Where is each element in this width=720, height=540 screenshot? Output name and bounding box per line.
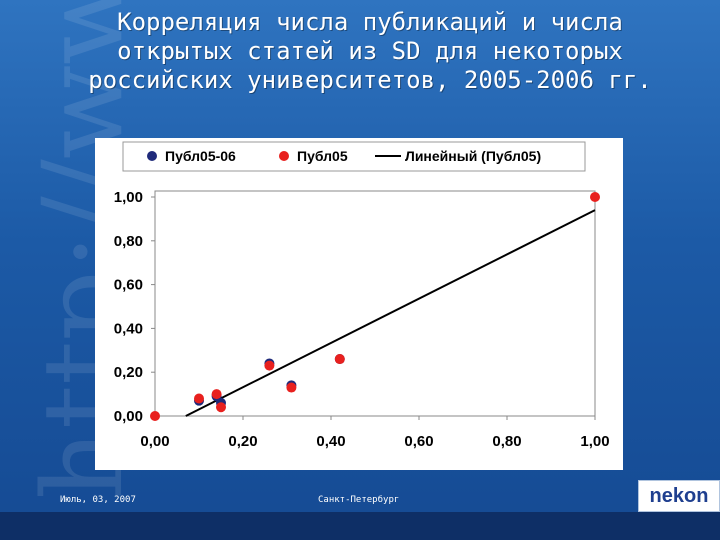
y-tick-label: 1,00 bbox=[114, 189, 143, 206]
y-tick-label: 0,40 bbox=[114, 320, 143, 337]
legend-label-series-2: Публ05 bbox=[297, 148, 348, 164]
legend-label-series-1: Публ05-06 bbox=[165, 148, 236, 164]
slide-title: Корреляция числа публикаций и числа откр… bbox=[88, 8, 652, 94]
trendline bbox=[185, 209, 596, 417]
x-tick-label: 0,40 bbox=[316, 433, 345, 450]
x-tick-label: 0,80 bbox=[492, 433, 521, 450]
data-point-series-2 bbox=[150, 411, 160, 421]
x-tick-label: 1,00 bbox=[580, 433, 609, 450]
chart-axes: 0,00 0,20 0,40 0,60 0,80 1,00 0,00 0,20 0,40 0,60… bbox=[114, 189, 610, 450]
data-point-series-2 bbox=[211, 389, 222, 400]
plot-frame bbox=[154, 190, 596, 417]
footer-date: Июль, 03, 2007 bbox=[60, 495, 136, 505]
plot-area bbox=[150, 192, 600, 421]
y-tick-label: 0,80 bbox=[114, 233, 143, 250]
scatter-chart: Публ05-06 Публ05 Линейный (Публ05) 0,00 0,2… bbox=[114, 141, 610, 450]
footer-place: Санкт-Петербург bbox=[318, 495, 400, 505]
data-point-series-2 bbox=[590, 192, 600, 202]
data-point-series-2 bbox=[334, 354, 345, 365]
x-tick-label: 0,20 bbox=[228, 433, 257, 450]
legend-marker-series-1 bbox=[147, 151, 157, 161]
y-tick-label: 0,20 bbox=[114, 364, 143, 381]
data-point-series-2 bbox=[264, 360, 275, 371]
legend-box bbox=[122, 141, 586, 172]
x-tick-label: 0,00 bbox=[140, 433, 169, 450]
legend-label-trendline: Линейный (Публ05) bbox=[405, 148, 541, 164]
chart-area: Публ05-06 Публ05 Линейный (Публ05) 0,00 0,2… bbox=[95, 138, 623, 470]
x-tick-label: 0,60 bbox=[404, 433, 433, 450]
y-tick-label: 0,00 bbox=[114, 408, 143, 425]
data-point-series-2 bbox=[216, 402, 226, 413]
legend: Публ05-06 Публ05 Линейный (Публ05) bbox=[147, 148, 541, 164]
data-point-series-2 bbox=[194, 393, 204, 404]
nekon-logo: nekon bbox=[638, 480, 720, 512]
bottom-bar bbox=[0, 512, 720, 540]
legend-marker-series-2 bbox=[279, 151, 289, 161]
y-tick-label: 0,60 bbox=[114, 277, 143, 294]
data-point-series-2 bbox=[286, 382, 297, 393]
